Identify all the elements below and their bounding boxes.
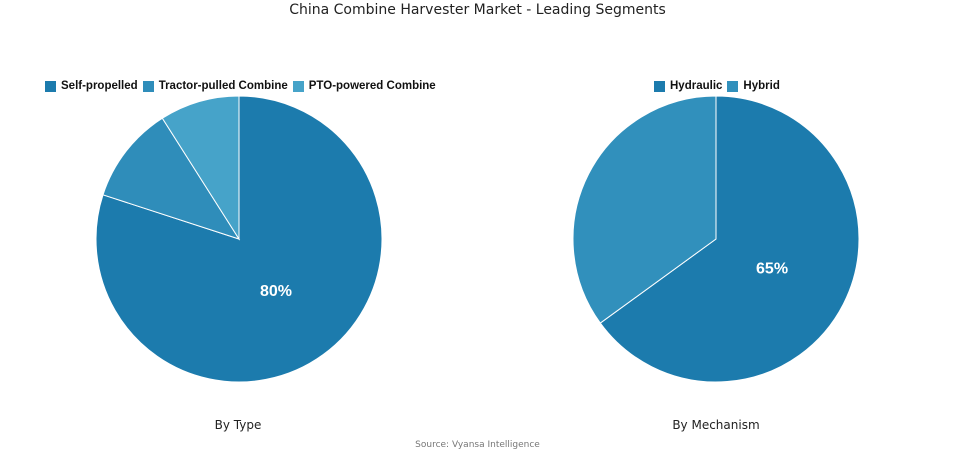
pie-slice-pto-powered-combine bbox=[161, 95, 240, 241]
chart-title: China Combine Harvester Market - Leading… bbox=[289, 2, 666, 18]
legend-swatch bbox=[142, 80, 154, 92]
legend-item-hybrid: Hybrid bbox=[727, 80, 780, 92]
legend-item-pto-powered: PTO-powered Combine bbox=[292, 80, 436, 92]
legend-by-type: Self-propelled Tractor-pulled Combine PT… bbox=[45, 80, 441, 92]
legend-label: Hydraulic bbox=[670, 80, 723, 92]
legend-label: Self-propelled bbox=[61, 80, 138, 92]
legend-label: Hybrid bbox=[743, 80, 780, 92]
caption-by-mechanism: By Mechanism bbox=[672, 418, 760, 432]
data-label: 65% bbox=[756, 261, 788, 278]
legend-label: Tractor-pulled Combine bbox=[158, 80, 288, 92]
caption-by-type: By Type bbox=[214, 418, 262, 432]
legend-swatch bbox=[292, 80, 304, 92]
pie-slice-hybrid bbox=[572, 95, 717, 324]
pie-chart-by-mechanism: 65% bbox=[572, 95, 860, 383]
legend-item-tractor-pulled: Tractor-pulled Combine bbox=[142, 80, 288, 92]
legend-swatch bbox=[727, 80, 739, 92]
data-label: 80% bbox=[260, 283, 292, 300]
pie-chart-by-type: 80% bbox=[95, 95, 383, 383]
pie-slice-hydraulic bbox=[599, 95, 860, 383]
legend-swatch bbox=[45, 80, 56, 92]
legend-item-hydraulic: Hydraulic bbox=[654, 80, 722, 92]
legend-swatch bbox=[654, 80, 665, 92]
legend-label: PTO-powered Combine bbox=[308, 80, 436, 92]
source-note: Source: Vyansa Intelligence bbox=[415, 440, 540, 450]
legend-item-self-propelled: Self-propelled bbox=[45, 80, 138, 92]
pie-slice-tractor-pulled-combine bbox=[102, 117, 241, 240]
legend-by-mechanism: Hydraulic Hybrid bbox=[654, 80, 785, 92]
